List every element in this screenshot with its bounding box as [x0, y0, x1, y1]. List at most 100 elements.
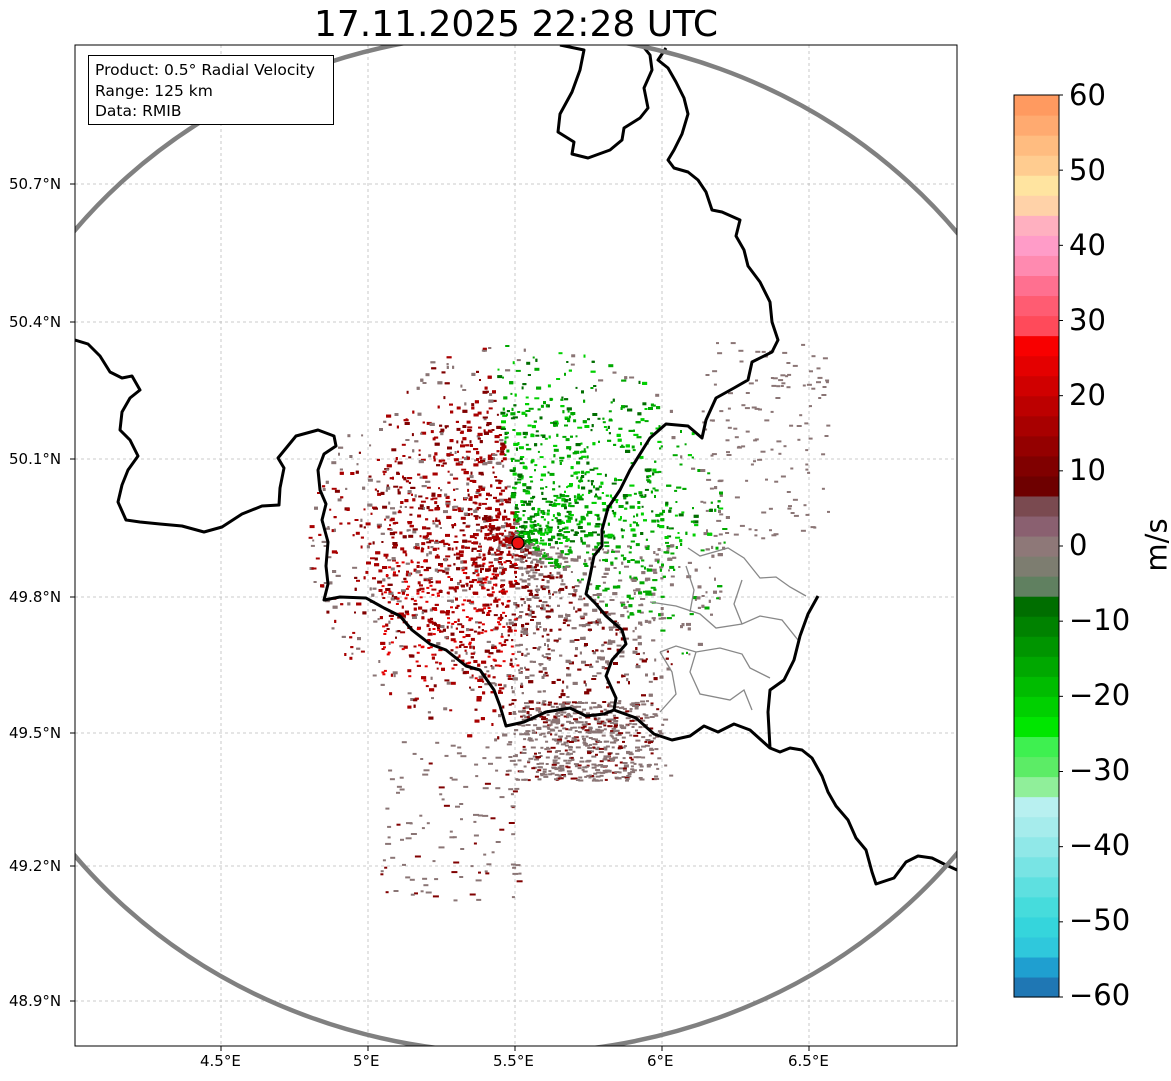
- velocity-echo: [497, 683, 502, 686]
- velocity-echo: [488, 515, 492, 518]
- velocity-echo: [652, 487, 656, 490]
- velocity-echo: [519, 578, 523, 581]
- velocity-echo: [517, 650, 522, 653]
- velocity-echo: [390, 517, 395, 521]
- velocity-echo: [640, 418, 645, 422]
- velocity-echo: [575, 779, 580, 781]
- velocity-echo: [705, 548, 710, 551]
- velocity-echo: [512, 711, 516, 714]
- velocity-echo: [426, 486, 431, 489]
- velocity-echo: [515, 576, 517, 578]
- velocity-echo: [525, 413, 528, 417]
- velocity-echo: [659, 568, 662, 572]
- velocity-echo: [607, 718, 613, 721]
- velocity-echo: [475, 523, 480, 526]
- velocity-echo: [570, 758, 574, 761]
- velocity-echo: [569, 483, 573, 487]
- velocity-echo: [581, 541, 586, 545]
- velocity-echo: [666, 545, 671, 548]
- velocity-echo: [569, 722, 575, 725]
- velocity-echo: [629, 505, 635, 509]
- velocity-echo: [539, 542, 543, 545]
- velocity-echo: [570, 529, 574, 532]
- velocity-echo: [597, 544, 600, 546]
- velocity-echo: [534, 752, 537, 755]
- velocity-echo: [407, 521, 413, 523]
- velocity-echo: [613, 662, 618, 665]
- velocity-echo: [646, 764, 652, 766]
- velocity-echo: [540, 548, 545, 551]
- velocity-echo: [641, 736, 646, 739]
- velocity-echo: [537, 523, 540, 527]
- velocity-echo: [428, 509, 434, 512]
- velocity-echo: [571, 413, 574, 416]
- velocity-echo: [595, 660, 599, 663]
- velocity-echo: [528, 536, 531, 540]
- velocity-echo: [379, 616, 383, 620]
- velocity-echo: [415, 546, 420, 550]
- velocity-echo: [614, 724, 618, 727]
- velocity-echo: [408, 456, 412, 459]
- velocity-echo: [601, 576, 607, 578]
- velocity-echo: [555, 722, 559, 725]
- velocity-echo: [532, 538, 536, 542]
- velocity-echo: [551, 720, 557, 722]
- velocity-echo: [632, 638, 638, 641]
- velocity-echo: [405, 480, 409, 483]
- velocity-echo: [400, 501, 404, 504]
- velocity-echo: [505, 770, 509, 773]
- velocity-echo: [621, 736, 626, 739]
- velocity-echo: [398, 509, 401, 513]
- velocity-echo: [573, 707, 577, 710]
- velocity-echo: [674, 489, 678, 492]
- velocity-echo: [465, 582, 469, 585]
- velocity-echo: [377, 492, 382, 496]
- velocity-echo: [559, 587, 565, 591]
- velocity-echo: [486, 588, 490, 591]
- velocity-echo: [661, 563, 664, 567]
- velocity-echo: [657, 548, 661, 551]
- velocity-echo: [560, 743, 566, 746]
- velocity-echo: [565, 438, 570, 442]
- velocity-echo: [473, 463, 479, 467]
- velocity-echo: [612, 714, 616, 717]
- velocity-echo: [502, 464, 505, 468]
- velocity-echo: [513, 487, 517, 490]
- velocity-echo: [641, 745, 647, 748]
- velocity-echo: [500, 442, 506, 446]
- velocity-echo: [687, 454, 692, 457]
- velocity-echo: [595, 523, 601, 526]
- velocity-echo: [643, 519, 647, 522]
- velocity-echo: [629, 719, 635, 722]
- velocity-echo: [527, 760, 531, 763]
- velocity-echo: [326, 610, 330, 614]
- velocity-echo: [436, 554, 439, 557]
- velocity-echo: [522, 514, 525, 517]
- velocity-echo: [428, 716, 434, 720]
- velocity-echo: [521, 733, 525, 736]
- velocity-echo: [636, 756, 642, 759]
- velocity-echo: [425, 685, 429, 688]
- velocity-echo: [650, 704, 654, 707]
- velocity-echo: [514, 554, 519, 557]
- velocity-echo: [686, 575, 692, 579]
- velocity-echo: [452, 506, 455, 510]
- velocity-echo: [341, 635, 346, 638]
- velocity-echo: [466, 456, 470, 460]
- velocity-echo: [322, 488, 326, 491]
- velocity-echo: [478, 686, 483, 688]
- velocity-echo: [510, 495, 516, 499]
- velocity-echo: [566, 696, 570, 698]
- velocity-echo: [684, 443, 687, 446]
- velocity-echo: [632, 449, 636, 452]
- velocity-echo: [547, 538, 553, 542]
- velocity-echo: [615, 501, 618, 504]
- velocity-echo: [360, 650, 365, 653]
- velocity-echo: [516, 432, 522, 436]
- velocity-echo: [603, 728, 607, 731]
- velocity-echo: [541, 701, 545, 704]
- velocity-echo: [440, 610, 445, 614]
- velocity-echo: [646, 568, 652, 572]
- velocity-echo: [501, 534, 504, 537]
